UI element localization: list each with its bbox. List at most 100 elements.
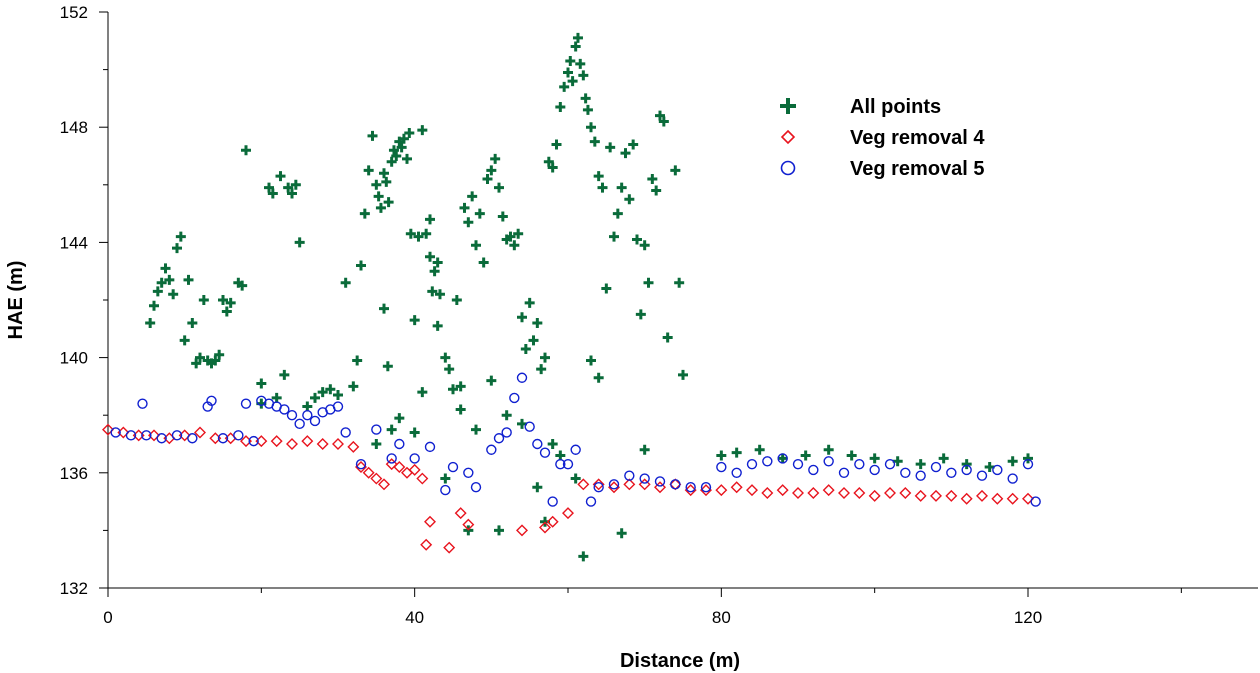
data-point xyxy=(746,484,758,497)
data-point xyxy=(868,489,881,502)
data-point xyxy=(432,257,443,268)
data-point xyxy=(915,470,926,481)
data-point xyxy=(145,318,156,329)
data-point xyxy=(1022,492,1034,505)
data-point xyxy=(352,355,363,366)
data-point xyxy=(592,478,605,491)
data-point xyxy=(823,444,834,455)
data-point xyxy=(578,70,589,81)
data-point xyxy=(378,478,390,491)
data-point xyxy=(416,472,429,485)
data-point xyxy=(391,151,402,161)
data-point xyxy=(356,260,366,271)
data-point xyxy=(593,171,604,182)
data-point xyxy=(513,228,524,239)
data-point xyxy=(175,231,186,242)
data-point xyxy=(160,263,171,274)
data-point xyxy=(471,424,481,435)
data-point xyxy=(662,332,673,343)
data-point xyxy=(528,335,539,346)
data-point xyxy=(546,515,559,528)
legend-item: Veg removal 5 xyxy=(780,158,985,180)
data-point xyxy=(563,67,573,78)
legend-item: Veg removal 4 xyxy=(780,127,985,149)
data-point xyxy=(516,524,528,537)
data-point xyxy=(409,453,420,464)
data-point xyxy=(482,174,493,185)
data-point xyxy=(325,384,336,395)
data-point xyxy=(367,130,378,141)
y-tick-label: 132 xyxy=(60,579,88,598)
legend-label: All points xyxy=(850,96,941,118)
data-point xyxy=(444,364,455,375)
data-point xyxy=(754,444,765,455)
data-point xyxy=(762,456,773,467)
data-point xyxy=(578,551,589,562)
data-point xyxy=(543,156,554,167)
x-axis-title: Distance (m) xyxy=(620,650,740,672)
data-point xyxy=(1022,458,1034,470)
data-point xyxy=(639,473,650,484)
data-point xyxy=(270,435,283,448)
legend-marker xyxy=(780,98,796,114)
data-point xyxy=(394,413,405,424)
y-tick-label: 136 xyxy=(60,464,88,483)
data-point xyxy=(404,127,415,138)
data-point xyxy=(616,182,627,193)
y-tick-label: 140 xyxy=(60,349,88,368)
data-point xyxy=(700,482,712,493)
data-point xyxy=(517,418,527,429)
data-point xyxy=(639,240,650,251)
data-point xyxy=(470,482,482,493)
data-point xyxy=(424,515,436,528)
data-point xyxy=(509,240,520,251)
data-point xyxy=(605,142,616,153)
data-point xyxy=(371,179,382,190)
data-point xyxy=(915,459,926,470)
data-point xyxy=(417,387,428,398)
data-point xyxy=(217,433,229,444)
data-point xyxy=(960,492,973,505)
data-point xyxy=(684,484,697,497)
data-point xyxy=(678,369,688,380)
data-point xyxy=(572,32,583,43)
data-point xyxy=(524,297,535,308)
data-point xyxy=(539,521,551,534)
data-point xyxy=(517,312,527,323)
data-point xyxy=(884,458,896,470)
data-point xyxy=(463,217,474,228)
data-point xyxy=(577,478,590,491)
data-point xyxy=(187,318,198,329)
data-point xyxy=(501,427,512,438)
data-point xyxy=(761,486,774,499)
data-point xyxy=(427,286,438,297)
data-point xyxy=(264,182,274,193)
data-point xyxy=(582,104,593,115)
data-point xyxy=(892,456,903,467)
data-point xyxy=(402,153,412,164)
data-point xyxy=(275,171,286,182)
data-point xyxy=(501,410,512,421)
data-point xyxy=(447,461,459,473)
data-point xyxy=(425,214,435,225)
data-point xyxy=(609,231,619,242)
data-point xyxy=(914,489,927,502)
data-point xyxy=(382,361,393,372)
data-point xyxy=(420,538,433,551)
data-point xyxy=(532,482,543,493)
data-point xyxy=(961,464,972,476)
y-tick-label: 144 xyxy=(60,233,88,252)
data-point xyxy=(386,453,397,464)
data-point xyxy=(443,541,456,554)
data-point xyxy=(429,266,440,277)
data-point xyxy=(991,492,1004,505)
data-point xyxy=(221,306,232,317)
data-point xyxy=(233,430,244,441)
data-point xyxy=(421,228,432,239)
data-point xyxy=(632,234,642,245)
data-point xyxy=(332,438,344,450)
series-2 xyxy=(110,372,1041,507)
data-point xyxy=(547,162,558,173)
data-point xyxy=(730,481,743,494)
